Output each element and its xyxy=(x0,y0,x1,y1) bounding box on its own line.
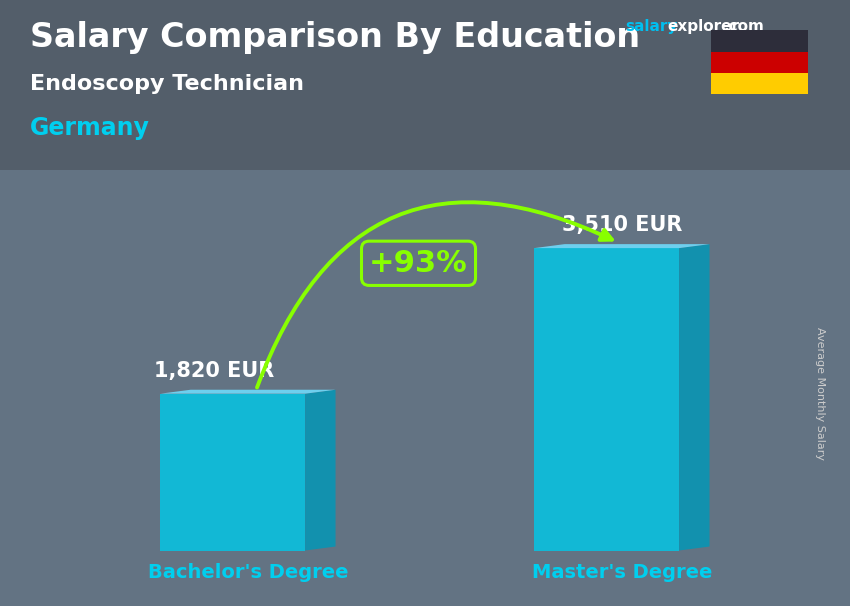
Bar xyxy=(0,170,850,606)
Polygon shape xyxy=(305,390,336,550)
Text: .com: .com xyxy=(723,19,764,35)
Text: 3,510 EUR: 3,510 EUR xyxy=(562,215,682,235)
Polygon shape xyxy=(534,248,679,550)
Bar xyxy=(0,0,850,170)
Bar xyxy=(711,73,808,94)
Polygon shape xyxy=(534,244,710,248)
Polygon shape xyxy=(679,244,710,550)
Bar xyxy=(711,52,808,73)
Polygon shape xyxy=(160,394,305,550)
Text: salary: salary xyxy=(625,19,677,35)
Text: Germany: Germany xyxy=(30,116,150,141)
Text: +93%: +93% xyxy=(369,249,468,278)
Text: Bachelor's Degree: Bachelor's Degree xyxy=(148,564,348,582)
Bar xyxy=(711,30,808,52)
Text: Average Monthly Salary: Average Monthly Salary xyxy=(815,327,825,461)
Text: Master's Degree: Master's Degree xyxy=(532,564,712,582)
Text: Endoscopy Technician: Endoscopy Technician xyxy=(30,74,303,94)
Text: 1,820 EUR: 1,820 EUR xyxy=(154,361,274,381)
Polygon shape xyxy=(160,390,336,394)
Text: explorer: explorer xyxy=(667,19,740,35)
Text: Salary Comparison By Education: Salary Comparison By Education xyxy=(30,21,640,54)
